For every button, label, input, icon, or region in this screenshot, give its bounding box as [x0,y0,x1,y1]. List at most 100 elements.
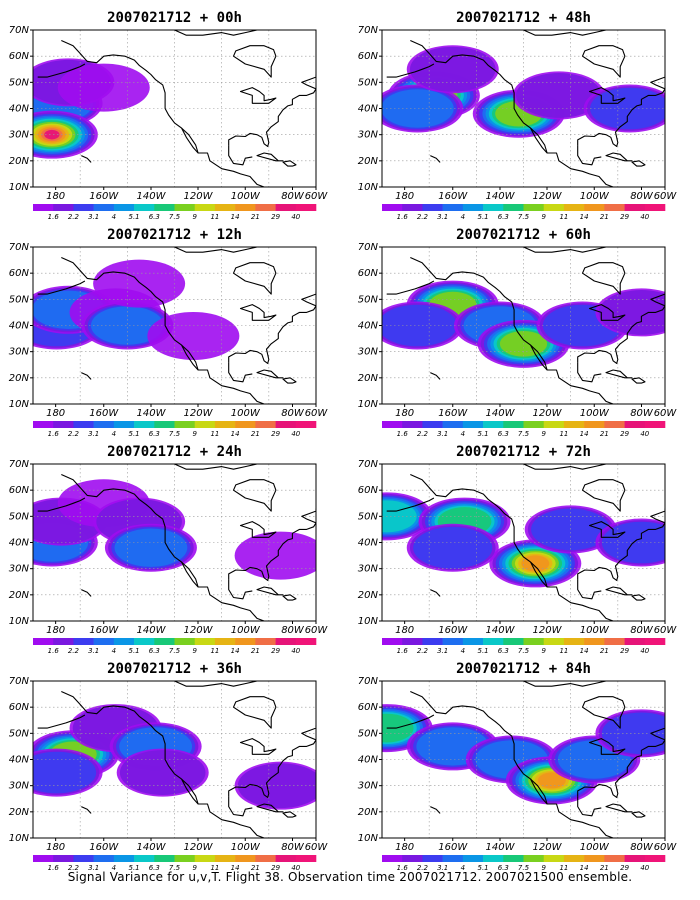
colorbar-swatch [483,638,504,645]
y-tick-label: 50N [358,294,379,305]
colorbar-label: 4 [112,647,116,655]
y-tick-label: 10N [358,833,379,844]
x-tick-label: 80W [281,408,305,419]
colorbar-label: 3.1 [437,430,448,438]
x-tick-label: 140W [486,842,516,853]
coastline [239,738,277,755]
coastlines [386,30,665,187]
colorbar-swatch [33,204,54,211]
colorbar-swatch [174,855,196,862]
y-tick-label: 10N [358,182,379,193]
coastline [581,479,626,512]
coastline [232,696,277,729]
coastline [577,579,602,600]
y-tick-label: 20N [358,156,379,167]
colorbar-swatch [53,204,74,211]
colorbar-swatch [584,638,605,645]
colorbar-label: 1.6 [397,430,409,438]
colorbar-swatch [73,855,94,862]
colorbar-label: 40 [640,647,649,655]
colorbar-label: 11 [210,430,219,438]
colorbar-label: 21 [600,430,609,438]
colorbar-swatch [604,638,625,645]
colorbar-swatch [462,421,484,428]
colorbar-swatch [624,855,646,862]
colorbar-label: 7.5 [518,213,530,221]
variance-field [33,30,316,187]
colorbar-swatch [563,855,585,862]
colorbar-label: 4 [461,864,465,872]
colorbar-label: 6.3 [149,647,160,655]
map-grid [382,30,665,187]
y-tick-label: 10N [9,833,30,844]
coastline [588,738,626,755]
colorbar-swatch [214,421,236,428]
variance-contour [601,521,665,564]
coastline [256,152,284,162]
colorbar-swatch [113,421,135,428]
colorbar-swatch [275,204,297,211]
coastline [181,561,199,588]
colorbar-label: 29 [271,213,280,221]
colorbar-label: 9 [541,213,546,221]
colorbar-label: 11 [210,647,219,655]
x-tick-label: 60W [654,842,678,853]
colorbar-swatch [214,638,236,645]
panel-title: 2007021712 + 24h [107,444,242,460]
colorbar-swatch [53,855,74,862]
colorbar-label: 29 [271,647,280,655]
coastline [232,479,277,512]
x-tick-label: 140W [137,842,167,853]
colorbar-swatch [382,638,403,645]
colorbar: 1.6 2.2 3.1 4 5.1 6.3 7.5 9 11 14 21 29 40 [33,204,317,221]
colorbar-label: 5.1 [478,430,489,438]
coastline [256,369,284,379]
y-tick-label: 60N [358,51,379,62]
coastline [37,63,86,78]
colorbar-swatch [402,855,423,862]
coastline [228,362,253,383]
colorbar-swatch [134,638,155,645]
colorbar-label: 3.1 [88,430,99,438]
x-tick-label: 80W [281,191,305,202]
coastline [81,155,92,163]
variance-contour [382,89,454,128]
coastline [577,362,602,383]
coastline [410,39,614,187]
colorbar-label: 29 [271,430,280,438]
colorbar-swatch [295,204,317,211]
variance-contour [147,311,240,360]
x-tick-label: 160W [438,842,468,853]
coastline [430,372,441,380]
colorbar-swatch [255,421,276,428]
coastline [523,464,607,470]
colorbar-swatch [462,204,484,211]
coastline [386,280,435,295]
coastline [410,256,614,404]
x-tick-label: 60W [305,408,329,419]
x-tick-label: 60W [305,625,329,636]
variance-field [382,681,665,838]
coastline [181,127,199,154]
colorbar-label: 3.1 [88,647,99,655]
coastline [523,247,607,253]
colorbar-label: 5.1 [129,213,140,221]
colorbar-label: 9 [541,430,546,438]
colorbar-label: 5.1 [129,864,140,872]
colorbar-label: 11 [210,864,219,872]
map-panel: 2007021712 + 00h 10N 20N 30N 40N 50N 60N 70N 180… [9,10,329,221]
x-tick-label: 120W [532,191,562,202]
colorbar-label: 1.6 [48,864,60,872]
y-tick-label: 60N [9,702,30,713]
map-panel: 2007021712 + 84h 10N 20N 30N 40N 50N 60N 70N 180… [358,661,678,872]
y-tick-label: 70N [358,242,379,253]
colorbar-label: 6.3 [498,213,509,221]
colorbar-label: 40 [291,213,300,221]
colorbar-label: 9 [192,647,197,655]
y-tick-label: 10N [358,399,379,410]
colorbar-swatch [154,855,175,862]
coastline [581,45,626,78]
x-tick-label: 180 [46,842,65,853]
colorbar-swatch [483,204,504,211]
